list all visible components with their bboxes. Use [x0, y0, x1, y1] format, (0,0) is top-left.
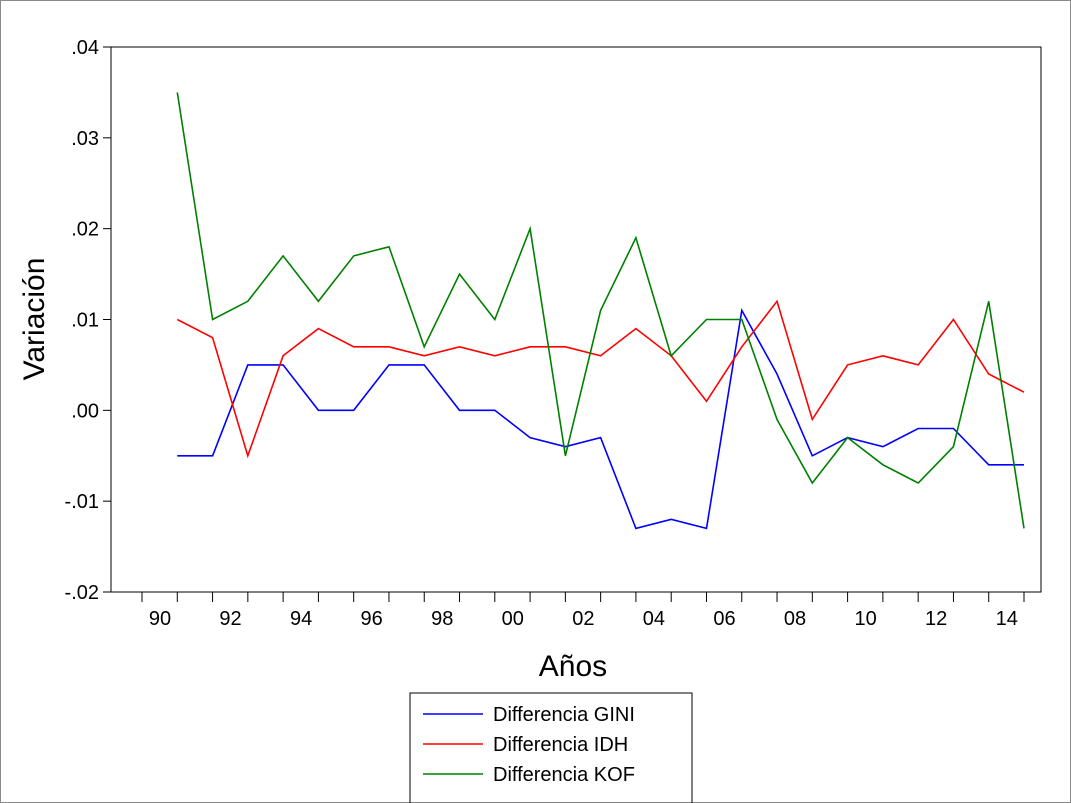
x-axis: 90 92 94 96 98 00 02 04 06 08 10 12 14: [141, 592, 1025, 630]
y-tick-label: .02: [71, 219, 99, 241]
x-tick-label: 06: [713, 608, 735, 630]
series-line-2: [176, 299, 1025, 459]
legend-label: Differencia IDH: [493, 734, 628, 756]
legend-box: [409, 692, 693, 803]
x-tick-label: 92: [219, 608, 241, 630]
legend-label: Differencia KOF: [493, 764, 635, 786]
y-axis-title: Variación: [18, 258, 51, 381]
y-tick-label: .00: [71, 400, 99, 422]
x-tick-label: 90: [149, 608, 171, 630]
x-axis-title: Años: [539, 650, 607, 683]
y-tick-label: .04: [71, 37, 99, 59]
legend: Differencia GINI Differencia IDH Differenc…: [409, 692, 693, 803]
series-line-3: [176, 92, 1025, 529]
x-tick-label: 10: [854, 608, 876, 630]
y-tick-label: -.01: [65, 491, 99, 513]
x-tick-label: 96: [361, 608, 383, 630]
y-axis: -.02 -.01 .00 .01 .02 .03 .04: [65, 37, 111, 604]
series-layer: [176, 92, 1025, 530]
x-tick-label: 12: [925, 608, 947, 630]
y-tick-label: -.02: [65, 582, 99, 604]
x-tick-label: 02: [572, 608, 594, 630]
x-tick-label: 98: [431, 608, 453, 630]
x-tick-label: 94: [290, 608, 312, 630]
x-tick-label: 00: [502, 608, 524, 630]
y-tick-label: .01: [71, 310, 99, 332]
legend-label: Differencia GINI: [493, 704, 635, 726]
plot-area: [110, 46, 1042, 593]
y-tick-label: .03: [71, 128, 99, 150]
series-line-1: [177, 307, 1024, 530]
x-tick-label: 08: [784, 608, 806, 630]
x-tick-label: 14: [996, 608, 1018, 630]
x-tick-label: 04: [643, 608, 665, 630]
